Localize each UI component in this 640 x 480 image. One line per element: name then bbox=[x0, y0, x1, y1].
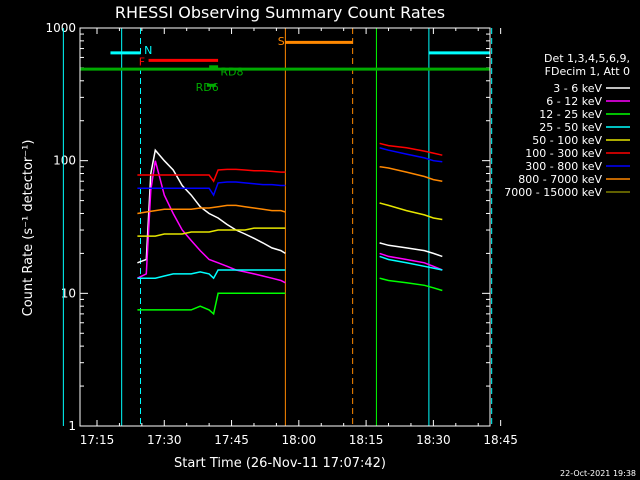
legend-entry-label: 800 - 7000 keV bbox=[518, 173, 602, 186]
legend-entry-label: 7000 - 15000 keV bbox=[504, 186, 602, 199]
series-line bbox=[137, 148, 443, 264]
x-tick-label: 18:30 bbox=[416, 433, 451, 447]
interval-label: F bbox=[139, 55, 145, 68]
y-tick-label: 1000 bbox=[45, 21, 76, 35]
series-line bbox=[137, 255, 443, 280]
legend-entry-label: 100 - 300 keV bbox=[525, 147, 602, 160]
x-tick-label: 17:15 bbox=[80, 433, 115, 447]
legend-entry-label: 300 - 800 keV bbox=[525, 160, 602, 173]
footer-date: 22-Oct-2021 19:38 bbox=[560, 469, 636, 478]
series-line bbox=[137, 160, 443, 284]
series-line bbox=[137, 165, 443, 215]
x-tick-label: 17:45 bbox=[214, 433, 249, 447]
interval-label: RD6 bbox=[196, 81, 219, 94]
x-tick-label: 18:00 bbox=[282, 433, 317, 447]
series-line bbox=[137, 202, 443, 237]
x-tick-label: 17:30 bbox=[147, 433, 182, 447]
series-line bbox=[137, 142, 443, 183]
y-tick-label: 1 bbox=[68, 419, 76, 433]
legend: Det 1,3,4,5,6,9,FDecim 1, Att 0 3 - 6 keV… bbox=[504, 52, 630, 199]
chart-title: RHESSI Observing Summary Count Rates bbox=[115, 3, 445, 22]
x-tick-label: 18:15 bbox=[349, 433, 384, 447]
legend-entry-label: 50 - 100 keV bbox=[532, 134, 602, 147]
y-axis-label: Count Rate (s⁻¹ detector⁻¹) bbox=[21, 140, 36, 317]
plot-area: 17:15 17:30 17:45 18:00 18:15 18:30 18:45 1 10 10… bbox=[45, 21, 517, 447]
x-axis-label: Start Time (26-Nov-11 17:07:42) bbox=[174, 456, 386, 471]
interval-label: S bbox=[278, 35, 285, 48]
legend-entry-label: 6 - 12 keV bbox=[546, 95, 602, 108]
x-tick-label: 18:45 bbox=[483, 433, 518, 447]
legend-entry-label: 3 - 6 keV bbox=[553, 82, 602, 95]
plot-frame bbox=[79, 27, 491, 427]
y-tick-label: 10 bbox=[61, 286, 76, 300]
interval-label: RD8 bbox=[220, 66, 243, 79]
series-line bbox=[137, 147, 443, 197]
y-tick-label: 100 bbox=[53, 154, 76, 168]
series-line bbox=[137, 277, 443, 316]
legend-title: FDecim 1, Att 0 bbox=[545, 65, 630, 78]
legend-entry-label: 12 - 25 keV bbox=[539, 108, 602, 121]
legend-title: Det 1,3,4,5,6,9, bbox=[544, 52, 630, 65]
legend-entry-label: 25 - 50 keV bbox=[539, 121, 602, 134]
interval-label: N bbox=[144, 44, 152, 57]
